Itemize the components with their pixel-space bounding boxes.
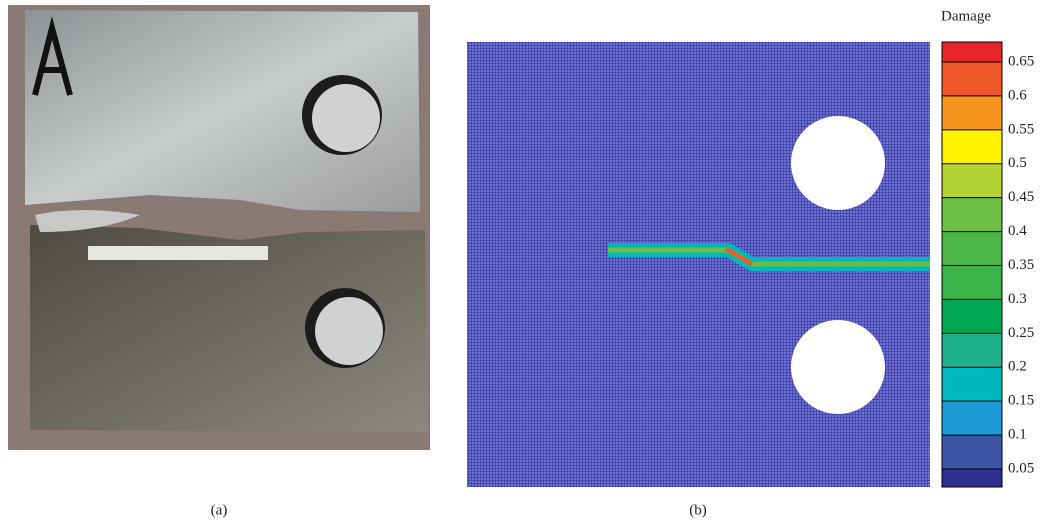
colorbar-segment [942, 299, 1002, 333]
colorbar-label: 0.5 [1008, 155, 1027, 171]
colorbar-segment [942, 96, 1002, 130]
colorbar-segment [942, 333, 1002, 367]
colorbar-label: 0.2 [1008, 359, 1027, 375]
colorbar-label: 0.55 [1008, 121, 1034, 137]
colorbar-label: 0.05 [1008, 460, 1034, 476]
colorbar-segment [942, 130, 1002, 164]
colorbar-segment [942, 401, 1002, 435]
colorbar-segment [942, 367, 1002, 401]
colorbar-label: 0.45 [1008, 189, 1034, 205]
colorbar-label: 0.15 [1008, 393, 1034, 409]
simulation [467, 42, 930, 487]
photo [8, 5, 430, 450]
colorbar-segment [942, 198, 1002, 232]
figure: (a) (b) Damage 0.65 0.6 0.55 0.5 0.45 0.4 0.35… [0, 0, 1052, 531]
colorbar-label: 0.25 [1008, 325, 1034, 341]
colorbar-label: 0.1 [1008, 427, 1027, 443]
colorbar-segment [942, 164, 1002, 198]
colorbar-label: 0.4 [1008, 223, 1027, 239]
colorbar: 0.65 0.6 0.55 0.5 0.45 0.4 0.35 0.3 0.25 0.2 0.15 0… [942, 42, 1034, 487]
colorbar-title: Damage [941, 8, 991, 24]
colorbar-segment [942, 435, 1002, 469]
colorbar-label: 0.6 [1008, 87, 1027, 103]
caption: (b) [689, 502, 707, 518]
colorbar-segment [942, 232, 1002, 266]
colorbar-label: 0.35 [1008, 257, 1034, 273]
colorbar-label: 0.65 [1008, 53, 1034, 69]
caption: (a) [211, 502, 228, 518]
colorbar-segment [942, 42, 1002, 62]
colorbar-segment [942, 266, 1002, 300]
colorbar-label: 0.3 [1008, 291, 1027, 307]
colorbar-segment [942, 469, 1002, 487]
colorbar-segment [942, 62, 1002, 96]
